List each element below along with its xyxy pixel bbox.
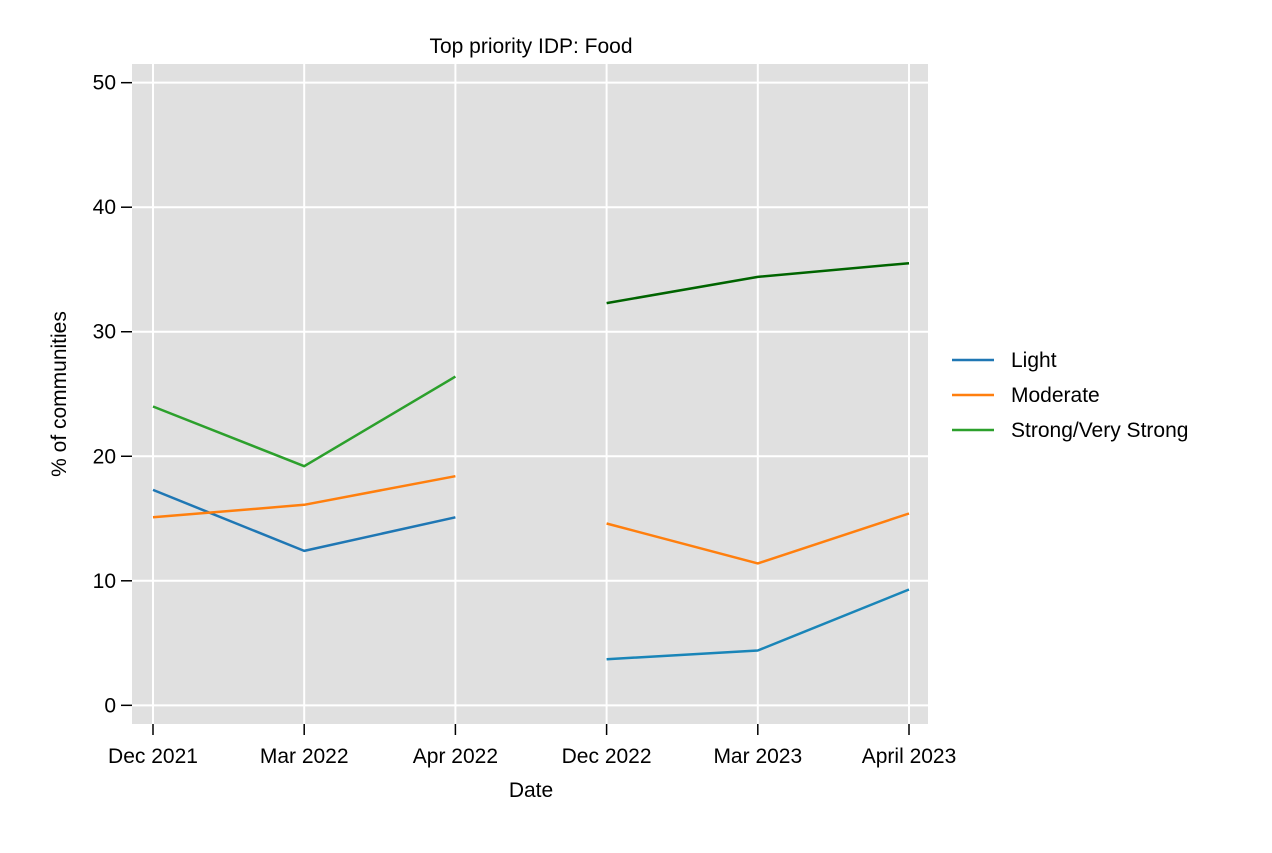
y-axis-label: % of communities [48,311,71,477]
series-line-light [606,588,910,661]
series-line-moderate [152,474,456,519]
x-tick-label: Mar 2023 [713,745,802,768]
legend-label-strong-very-strong: Strong/Very Strong [1011,419,1188,442]
legend-label-light: Light [1011,349,1057,372]
y-tick-label: 10 [93,570,116,593]
axes: 0 10 20 30 40 50 Dec 2021 Mar 2022 Apr 2022 Dec 2… [93,72,957,768]
y-tick-label: 40 [93,196,116,219]
y-tick-label: 20 [93,445,116,468]
plot-area [132,64,928,724]
x-axis-label: Date [509,779,553,802]
legend-label-moderate: Moderate [1011,384,1100,407]
x-tick-label: Dec 2022 [562,745,652,768]
y-tick-label: 30 [93,321,116,344]
y-tick-label: 50 [93,72,116,95]
x-tick-label: April 2023 [862,745,957,768]
series-line-strong-very-strong [606,261,910,305]
chart-title: Top priority IDP: Food [429,35,632,58]
series-line-light [152,488,456,553]
y-tick-label: 0 [104,694,116,717]
series-line-strong-very-strong [152,375,457,468]
legend: Light Moderate Strong/Very Strong [952,349,1188,442]
gridlines [132,64,928,724]
x-tick-label: Mar 2022 [260,745,349,768]
x-tick-label: Apr 2022 [413,745,498,768]
x-tick-label: Dec 2021 [108,745,198,768]
series-line-moderate [606,512,910,565]
series-lines [152,261,910,661]
